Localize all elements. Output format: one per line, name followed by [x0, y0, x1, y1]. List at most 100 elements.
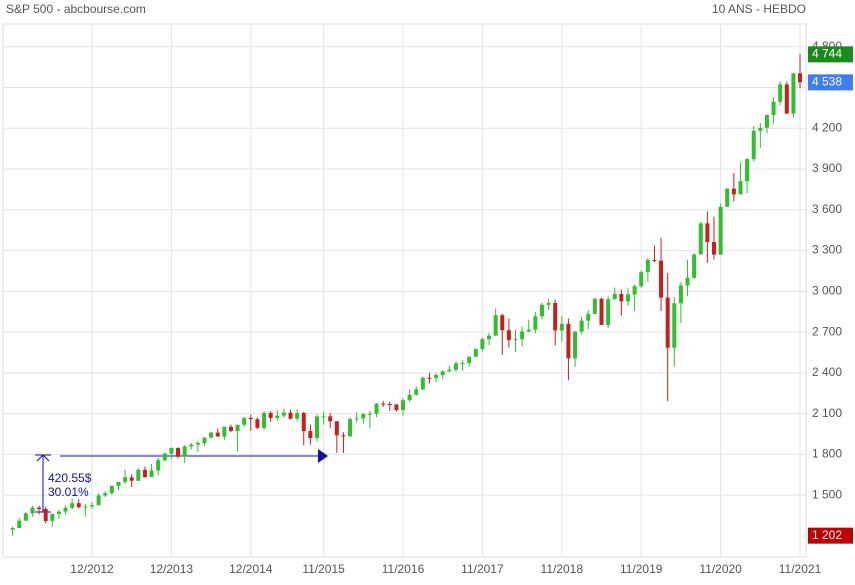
candle-body — [235, 424, 240, 432]
candle-body — [493, 315, 498, 336]
measure-arrowhead — [36, 454, 50, 462]
candle-body — [162, 453, 167, 461]
candle-body — [109, 485, 114, 494]
candle-body — [242, 417, 247, 425]
candle-body — [215, 432, 220, 437]
candle-body — [467, 356, 472, 364]
candle-body — [341, 435, 346, 437]
candle-body — [460, 363, 465, 365]
candle-body — [354, 418, 359, 420]
candle-body — [136, 469, 141, 481]
candle-body — [103, 493, 108, 496]
y-tick-label: 2 400 — [812, 365, 842, 379]
candle-body — [387, 403, 392, 405]
candle-body — [606, 299, 611, 326]
candle-body — [586, 313, 591, 321]
y-tick-label: 3 600 — [812, 202, 842, 216]
candle-body — [612, 294, 617, 300]
candle-body — [453, 363, 458, 370]
candle-body — [712, 242, 717, 255]
candle-body — [420, 377, 425, 390]
candle-body — [255, 419, 260, 428]
candle-body — [348, 419, 353, 437]
chart-title: S&P 500 - abcbourse.com — [6, 2, 146, 16]
candle-body — [473, 349, 478, 357]
candle-body — [156, 460, 161, 471]
plot-frame — [2, 23, 807, 558]
candle-body — [407, 394, 412, 401]
candle-body — [784, 84, 789, 114]
measure-label: 420.55$ — [48, 471, 92, 485]
x-tick-label: 11/2018 — [541, 562, 584, 576]
candle-body — [129, 477, 134, 481]
candle-body — [70, 503, 75, 508]
candle-body — [43, 509, 48, 521]
candle-body — [401, 400, 406, 411]
price-marker-label: 1 202 — [812, 528, 842, 542]
candle-body — [705, 223, 710, 243]
candle-body — [579, 320, 584, 332]
candle-body — [678, 285, 683, 304]
candle-body — [142, 469, 147, 478]
candle-body — [751, 130, 756, 160]
candle-body — [725, 188, 730, 207]
candle-body — [281, 412, 286, 416]
x-tick-label: 12/2014 — [229, 562, 273, 576]
candle-body — [222, 426, 227, 437]
candle-body — [83, 506, 88, 508]
candle-body — [50, 513, 55, 521]
y-tick-label: 4 200 — [812, 120, 842, 134]
candle-body — [434, 375, 439, 378]
candle-body — [394, 404, 399, 411]
candle-body — [698, 223, 703, 255]
candle-body — [56, 511, 61, 514]
candle-body — [195, 442, 200, 445]
candle-body — [202, 437, 207, 443]
candle-body — [764, 114, 769, 128]
candle-body — [76, 503, 81, 508]
candle-body — [228, 426, 233, 432]
candle-body — [328, 416, 333, 422]
candle-body — [480, 339, 485, 350]
candle-body — [619, 294, 624, 302]
candle-body — [275, 415, 280, 418]
candle-body — [645, 259, 650, 273]
candle-body — [665, 297, 670, 348]
candle-body — [500, 315, 505, 331]
candle-body — [63, 507, 68, 512]
candle-body — [758, 127, 763, 131]
y-tick-label: 3 900 — [812, 161, 842, 175]
candle-body — [189, 444, 194, 447]
candle-body — [652, 259, 657, 261]
candle-body — [37, 507, 42, 510]
x-tick-label: 11/2020 — [699, 562, 742, 576]
candle-body — [10, 528, 15, 530]
candle-body — [692, 254, 697, 278]
candle-body — [553, 303, 558, 331]
candle-body — [23, 513, 28, 521]
y-tick-label: 1 800 — [812, 447, 842, 461]
candle-body — [625, 294, 630, 302]
candle-body — [414, 389, 419, 395]
y-tick-label: 2 100 — [812, 406, 842, 420]
candle-body — [361, 414, 366, 419]
candle-body — [533, 316, 538, 330]
candle-body — [745, 159, 750, 182]
grid — [3, 25, 806, 557]
price-marker — [808, 74, 853, 91]
x-tick-label: 11/2017 — [461, 562, 504, 576]
candle-body — [295, 413, 300, 419]
candle-body — [301, 413, 306, 432]
measure-annotation: 420.55$ 30.01% — [35, 449, 328, 513]
candle-body — [440, 371, 445, 376]
candle-body — [116, 481, 121, 486]
candle-body — [573, 331, 578, 359]
candle-body — [546, 303, 551, 305]
price-marker — [808, 527, 853, 544]
candle-body — [718, 206, 723, 255]
candle-body — [268, 412, 273, 418]
candle-body — [632, 286, 637, 295]
candle-body — [731, 188, 736, 195]
x-tick-label: 12/2012 — [70, 562, 114, 576]
